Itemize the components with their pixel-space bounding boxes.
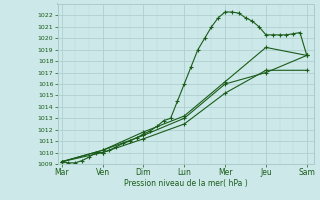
X-axis label: Pression niveau de la mer( hPa ): Pression niveau de la mer( hPa ) xyxy=(124,179,247,188)
